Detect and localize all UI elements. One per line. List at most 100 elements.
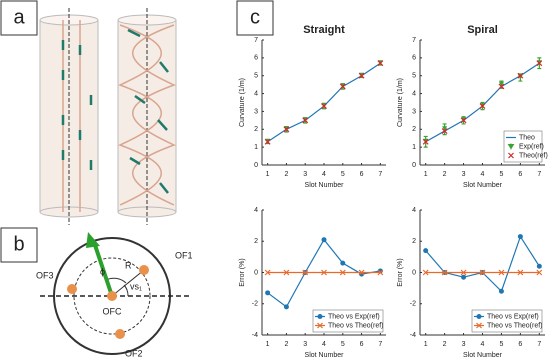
- y-tick-label: 4: [412, 90, 416, 97]
- x-tick-label: 2: [443, 171, 447, 178]
- y-tick-label: 7: [254, 37, 258, 44]
- panel-label: a: [13, 6, 25, 28]
- marker: [422, 269, 429, 276]
- marker: [377, 269, 384, 276]
- panel-label: b: [13, 233, 24, 255]
- y-tick-label: 4: [254, 207, 258, 214]
- marker: [498, 288, 504, 294]
- marker: [498, 81, 504, 87]
- x-tick-label: 2: [284, 341, 288, 348]
- legend-swatch: [476, 314, 482, 319]
- y-axis-label: Curvature (1/m): [397, 78, 404, 127]
- marker: [264, 269, 271, 276]
- x-tick-label: 1: [424, 341, 428, 348]
- marker: [441, 269, 448, 276]
- x-tick-label: 4: [322, 341, 326, 348]
- marker: [536, 263, 542, 269]
- x-tick-label: 4: [481, 171, 485, 178]
- y-tick-label: 0: [254, 162, 258, 169]
- marker: [283, 269, 290, 276]
- legend-label: Theo vs Exp(ref): [328, 313, 380, 320]
- y-tick-label: 1: [254, 144, 258, 151]
- marker: [479, 269, 486, 276]
- panel-box: [0, 0, 38, 36]
- y-tick-label: 4: [412, 207, 416, 214]
- straight-cylinder: [39, 8, 99, 225]
- marker: [517, 269, 524, 276]
- y-axis-label: Error (%): [397, 258, 404, 286]
- x-axis-label: Slot Number: [305, 182, 345, 189]
- legend-box: [312, 309, 384, 333]
- legend-swatch: [317, 314, 323, 319]
- x-tick-label: 4: [322, 171, 326, 178]
- marker: [339, 269, 346, 276]
- x-tick-label: 2: [443, 341, 447, 348]
- y-tick-label: 2: [412, 238, 416, 245]
- diagram-label: vs₁: [130, 281, 142, 291]
- x-axis-label: Slot Number: [463, 352, 503, 359]
- y-tick-label: 6: [412, 55, 416, 62]
- y-tick-label: 3: [412, 108, 416, 115]
- y-tick-label: 1: [412, 144, 416, 151]
- x-tick-label: 3: [462, 341, 466, 348]
- y-tick-label: 3: [254, 108, 258, 115]
- legend-label: Exp(ref): [519, 143, 544, 150]
- x-tick-label: 3: [462, 171, 466, 178]
- chart-title: Spiral: [467, 24, 498, 36]
- x-tick-label: 4: [481, 341, 485, 348]
- legend-label: Theo: [519, 134, 535, 141]
- marker: [302, 269, 309, 276]
- x-tick-label: 6: [518, 171, 522, 178]
- marker: [498, 83, 505, 90]
- y-tick-label: 0: [412, 269, 416, 276]
- y-tick-label: -2: [252, 301, 258, 308]
- legend-swatch: [507, 143, 515, 150]
- marker: [265, 290, 271, 296]
- y-tick-label: -2: [410, 301, 416, 308]
- marker: [358, 72, 365, 79]
- x-axis-label: Slot Number: [463, 182, 503, 189]
- panel-label: c: [250, 6, 260, 28]
- chart-title: Straight: [303, 24, 345, 36]
- y-axis-label: Error (%): [239, 258, 246, 286]
- legend-swatch: [476, 322, 482, 329]
- marker: [479, 103, 486, 109]
- x-tick-label: 7: [537, 171, 541, 178]
- marker: [460, 269, 467, 276]
- marker: [536, 269, 543, 276]
- panel-box: [236, 0, 274, 36]
- legend-swatch: [317, 322, 323, 329]
- marker: [517, 234, 523, 240]
- marker: [423, 248, 429, 254]
- x-tick-label: 5: [341, 171, 345, 178]
- x-tick-label: 7: [378, 341, 382, 348]
- y-axis-label: Curvature (1/m): [239, 78, 246, 127]
- y-tick-label: -4: [410, 332, 416, 339]
- marker: [264, 138, 271, 145]
- x-tick-label: 3: [303, 171, 307, 178]
- marker: [321, 269, 327, 276]
- marker: [283, 126, 290, 133]
- x-tick-label: 5: [499, 341, 503, 348]
- marker: [321, 103, 327, 109]
- y-tick-label: 4: [254, 90, 258, 97]
- y-tick-label: 2: [412, 126, 416, 133]
- y-tick-label: 2: [254, 238, 258, 245]
- x-tick-label: 3: [303, 341, 307, 348]
- y-tick-label: 5: [412, 73, 416, 80]
- marker: [321, 237, 327, 243]
- diagram-label: OF1: [175, 250, 193, 260]
- marker: [377, 60, 384, 67]
- x-tick-label: 7: [378, 171, 382, 178]
- x-tick-label: 2: [284, 171, 288, 178]
- diagram-label: OF2: [125, 348, 143, 358]
- x-tick-label: 6: [518, 341, 522, 348]
- diagram-label: OF3: [36, 270, 54, 280]
- fiber-diagram: [40, 232, 190, 355]
- marker: [461, 274, 467, 280]
- x-tick-label: 7: [537, 341, 541, 348]
- panel-box: [0, 227, 38, 263]
- legend-swatch: [508, 152, 514, 159]
- marker: [460, 117, 467, 124]
